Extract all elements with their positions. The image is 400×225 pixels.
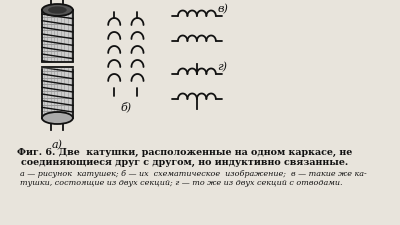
Text: соединяющиеся друг с другом, но индуктивно связанные.: соединяющиеся друг с другом, но индуктив…	[21, 158, 348, 167]
Ellipse shape	[42, 112, 73, 124]
Ellipse shape	[48, 6, 67, 14]
Text: б): б)	[120, 102, 132, 113]
Text: тушки, состоящие из двух секций; г — то же из двух секций с отводами.: тушки, состоящие из двух секций; г — то …	[20, 179, 342, 187]
Ellipse shape	[42, 4, 73, 16]
Text: г): г)	[218, 62, 228, 72]
Text: Фиг. 6. Две  катушки, расположенные на одном каркасе, не: Фиг. 6. Две катушки, расположенные на од…	[17, 148, 352, 157]
Text: а): а)	[52, 140, 63, 150]
Bar	[42, 10, 73, 118]
Text: а — рисунок  катушек; б — их  схематическое  изображение;  в — такие же ка-: а — рисунок катушек; б — их схематическо…	[20, 170, 366, 178]
Text: в): в)	[218, 4, 228, 14]
